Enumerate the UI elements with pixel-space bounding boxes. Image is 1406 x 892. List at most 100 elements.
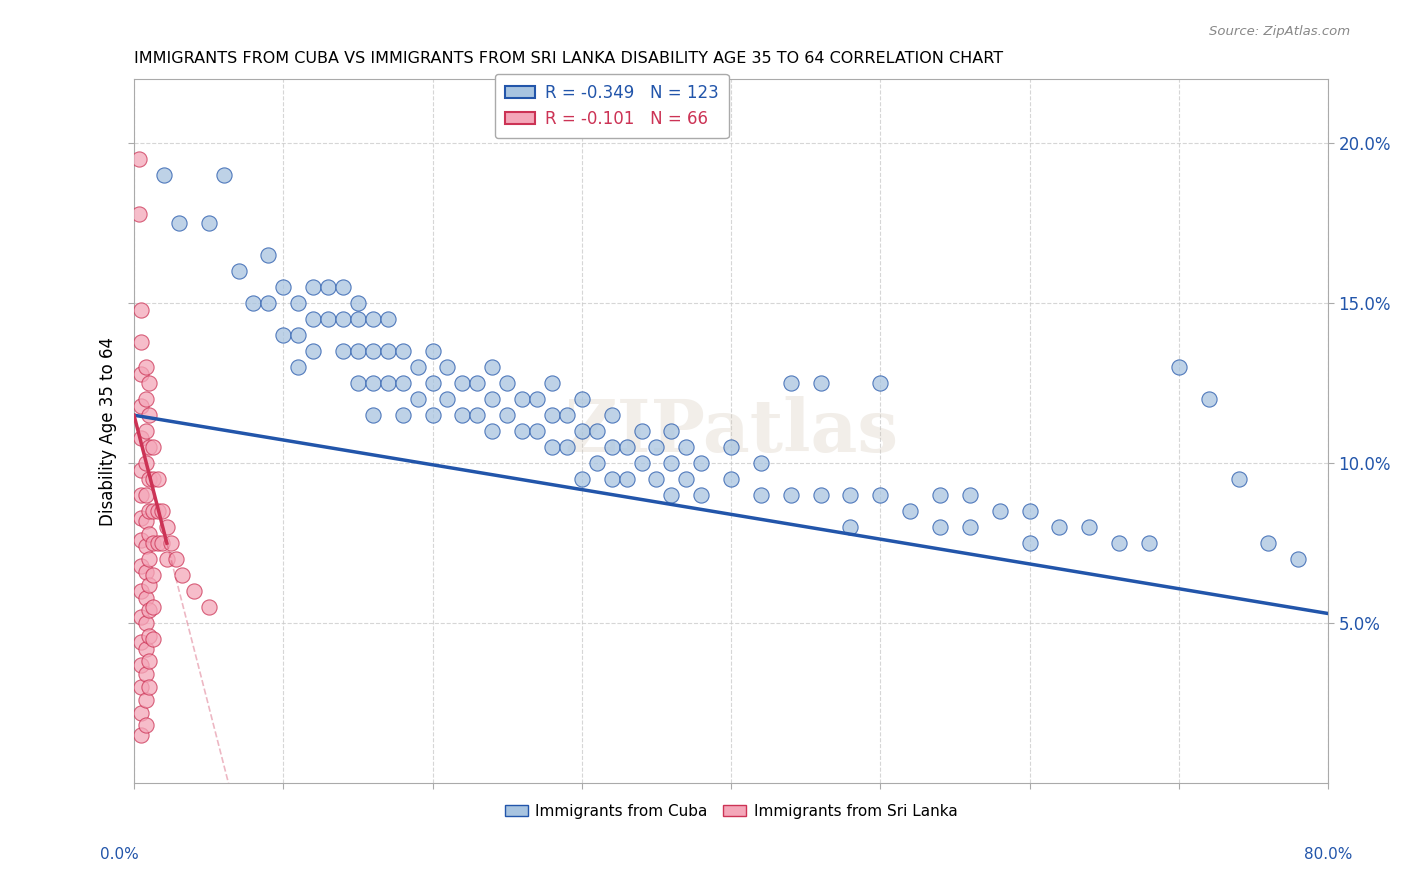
Point [779, 488, 801, 502]
Point [347, 312, 370, 326]
Point [197, 600, 219, 615]
Point [422, 408, 444, 422]
Point [271, 280, 294, 294]
Point [496, 408, 519, 422]
Point [645, 472, 668, 486]
Point [436, 360, 458, 375]
Point [481, 360, 503, 375]
Point [630, 424, 652, 438]
Point [585, 424, 607, 438]
Point [131, 488, 153, 502]
Point [600, 408, 623, 422]
Point [391, 376, 413, 391]
Point [135, 539, 157, 553]
Point [988, 504, 1011, 518]
Point [465, 376, 488, 391]
Point [1047, 520, 1070, 534]
Point [332, 312, 354, 326]
Point [142, 472, 165, 486]
Point [138, 629, 160, 643]
Point [135, 667, 157, 681]
Point [165, 552, 187, 566]
Point [135, 591, 157, 605]
Point [131, 510, 153, 524]
Point [600, 440, 623, 454]
Point [212, 169, 235, 183]
Point [659, 456, 682, 470]
Point [1286, 552, 1309, 566]
Point [749, 488, 772, 502]
Point [271, 328, 294, 343]
Point [1167, 360, 1189, 375]
Point [1018, 536, 1040, 550]
Point [510, 392, 533, 407]
Point [142, 600, 165, 615]
Point [138, 603, 160, 617]
Point [128, 153, 150, 167]
Point [138, 376, 160, 391]
Legend: Immigrants from Cuba, Immigrants from Sri Lanka: Immigrants from Cuba, Immigrants from Sr… [499, 797, 963, 825]
Point [287, 360, 309, 375]
Point [138, 504, 160, 518]
Y-axis label: Disability Age 35 to 64: Disability Age 35 to 64 [100, 336, 117, 525]
Point [1227, 472, 1250, 486]
Point [131, 431, 153, 445]
Point [929, 488, 952, 502]
Point [526, 424, 548, 438]
Point [228, 264, 250, 278]
Point [451, 376, 474, 391]
Point [302, 344, 325, 359]
Point [616, 472, 638, 486]
Point [128, 207, 150, 221]
Point [135, 565, 157, 579]
Point [170, 568, 193, 582]
Point [316, 312, 339, 326]
Point [131, 334, 153, 349]
Point [361, 408, 384, 422]
Point [630, 456, 652, 470]
Point [541, 440, 564, 454]
Point [131, 302, 153, 317]
Point [135, 514, 157, 528]
Point [135, 488, 157, 502]
Point [131, 533, 153, 547]
Point [131, 462, 153, 476]
Point [142, 536, 165, 550]
Point [146, 504, 169, 518]
Point [1078, 520, 1101, 534]
Point [1018, 504, 1040, 518]
Point [150, 536, 173, 550]
Point [1257, 536, 1279, 550]
Point [526, 392, 548, 407]
Point [1108, 536, 1130, 550]
Point [138, 408, 160, 422]
Point [720, 440, 742, 454]
Point [810, 376, 832, 391]
Point [135, 718, 157, 732]
Point [361, 376, 384, 391]
Point [138, 680, 160, 694]
Text: Source: ZipAtlas.com: Source: ZipAtlas.com [1209, 25, 1350, 37]
Point [242, 296, 264, 310]
Point [571, 424, 593, 438]
Point [135, 392, 157, 407]
Point [332, 344, 354, 359]
Point [347, 296, 370, 310]
Point [302, 280, 325, 294]
Point [142, 440, 165, 454]
Point [138, 526, 160, 541]
Point [406, 360, 429, 375]
Point [571, 392, 593, 407]
Point [869, 376, 891, 391]
Point [131, 706, 153, 720]
Point [377, 344, 399, 359]
Point [839, 488, 862, 502]
Point [142, 504, 165, 518]
Point [929, 520, 952, 534]
Point [1198, 392, 1220, 407]
Point [555, 408, 578, 422]
Point [138, 552, 160, 566]
Point [436, 392, 458, 407]
Point [135, 360, 157, 375]
Point [391, 344, 413, 359]
